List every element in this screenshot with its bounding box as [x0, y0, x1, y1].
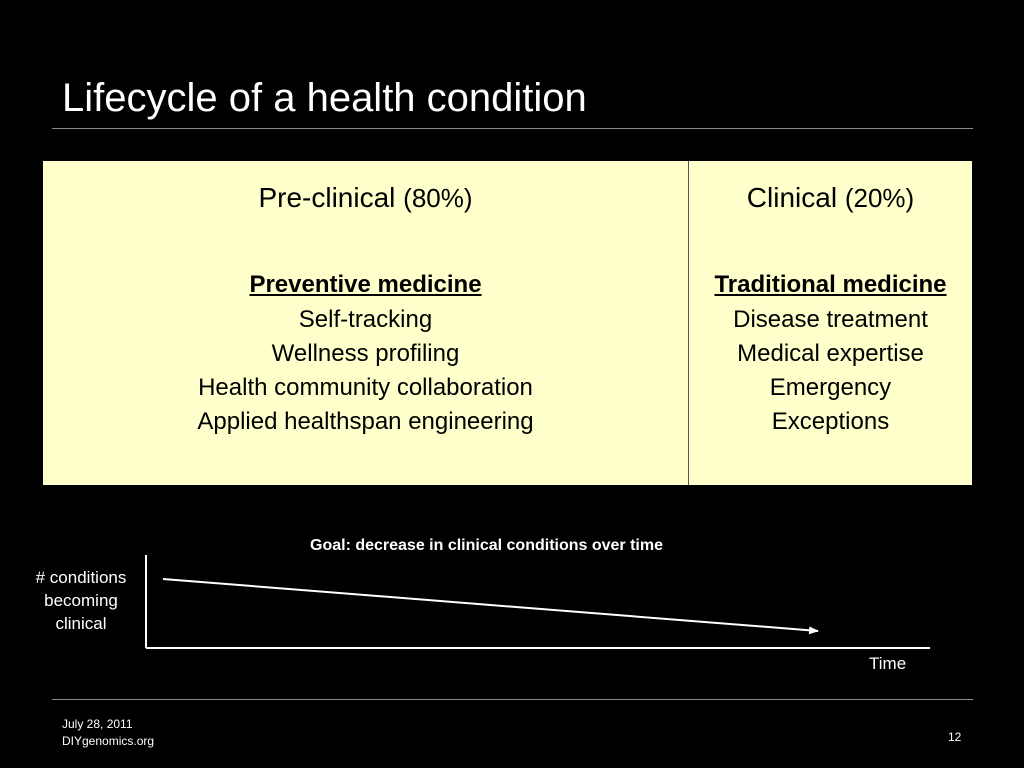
preclinical-header: Pre-clinical (80%) — [43, 181, 688, 215]
list-item: Exceptions — [771, 408, 890, 435]
goal-text: Goal: decrease in clinical conditions ov… — [310, 537, 663, 554]
footer-date: July 28, 2011 — [62, 717, 133, 731]
preclinical-percent: (80%) — [403, 183, 473, 213]
trend-arrow — [162, 578, 819, 635]
preclinical-header-label: Pre-clinical — [258, 182, 396, 213]
x-axis-label: Time — [869, 654, 907, 673]
footer-info: July 28, 2011 DIYgenomics.org — [62, 716, 154, 750]
list-item: Emergency — [769, 374, 892, 401]
list-item: Disease treatment — [733, 306, 928, 333]
footer-divider — [52, 699, 973, 700]
clinical-header-label: Clinical — [746, 182, 838, 213]
clinical-list: Disease treatment Medical expertise Emer… — [689, 303, 972, 439]
slide-title: Lifecycle of a health condition — [62, 76, 587, 120]
preclinical-list: Self-tracking Wellness profiling Health … — [43, 303, 688, 439]
page-number: 12 — [948, 730, 962, 744]
footer-site: DIYgenomics.org — [62, 734, 155, 748]
clinical-heading: Traditional medicine — [714, 271, 947, 298]
clinical-column: Clinical (20%) Traditional medicine Dise… — [689, 161, 972, 485]
title-divider — [52, 128, 973, 129]
list-item: Health community collaboration — [198, 374, 533, 401]
list-item: Self-tracking — [298, 306, 433, 333]
clinical-header: Clinical (20%) — [689, 181, 972, 215]
y-axis-label: # conditions becoming clinical — [35, 568, 127, 633]
clinical-percent: (20%) — [844, 183, 915, 213]
preclinical-column: Pre-clinical (80%) Preventive medicine S… — [43, 161, 689, 485]
list-item: Applied healthspan engineering — [197, 408, 534, 435]
list-item: Medical expertise — [737, 340, 924, 367]
preclinical-heading: Preventive medicine — [249, 271, 482, 298]
list-item: Wellness profiling — [271, 340, 460, 367]
comparison-table: Pre-clinical (80%) Preventive medicine S… — [43, 161, 972, 485]
